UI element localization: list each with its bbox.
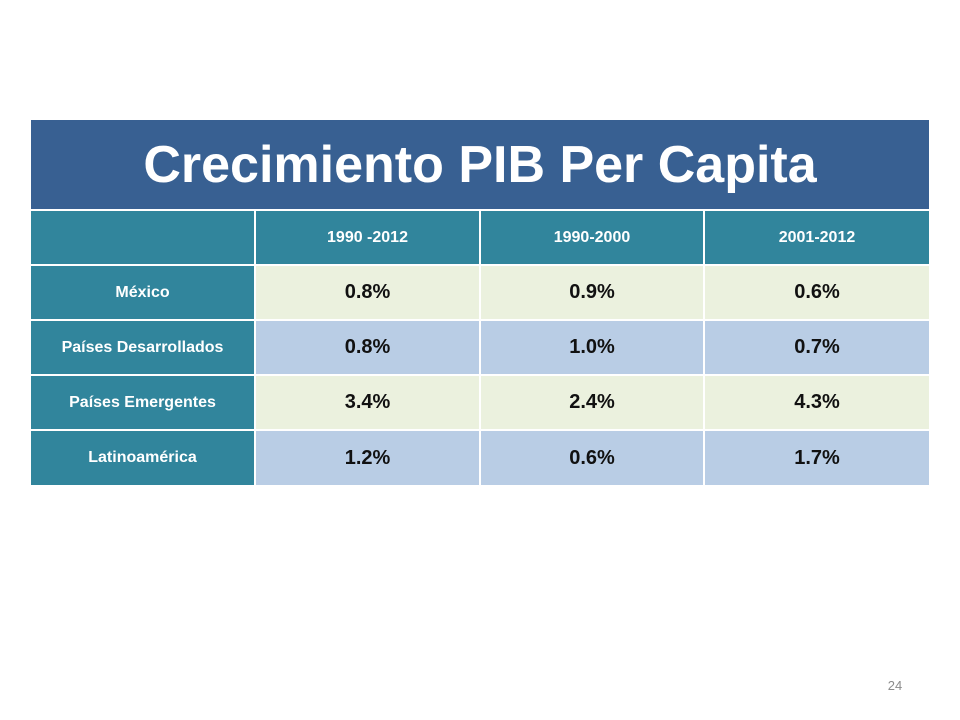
- gdp-growth-table: Crecimiento PIB Per Capita 1990 -2012 19…: [31, 120, 929, 485]
- column-header-2001-2012: 2001-2012: [703, 209, 929, 265]
- page-number: 24: [887, 678, 903, 693]
- value-cell: 0.6%: [479, 429, 704, 485]
- header-corner-cell: [31, 209, 255, 265]
- table-row-mexico: México 0.8% 0.9% 0.6%: [31, 264, 929, 320]
- value-cell: 2.4%: [479, 374, 704, 430]
- value-cell: 0.9%: [479, 264, 704, 320]
- row-label: Países Emergentes: [31, 374, 255, 430]
- column-header-1990-2000: 1990-2000: [479, 209, 704, 265]
- table-title: Crecimiento PIB Per Capita: [31, 120, 929, 210]
- value-cell: 4.3%: [703, 374, 929, 430]
- table-row-latinoamerica: Latinoamérica 1.2% 0.6% 1.7%: [31, 429, 929, 485]
- row-label: Países Desarrollados: [31, 319, 255, 375]
- row-label: Latinoamérica: [31, 429, 255, 485]
- header-row: 1990 -2012 1990-2000 2001-2012: [31, 209, 929, 265]
- value-cell: 1.0%: [479, 319, 704, 375]
- row-label: México: [31, 264, 255, 320]
- table-row-paises-emergentes: Países Emergentes 3.4% 2.4% 4.3%: [31, 374, 929, 430]
- value-cell: 0.8%: [254, 264, 480, 320]
- value-cell: 0.8%: [254, 319, 480, 375]
- column-header-1990-2012: 1990 -2012: [254, 209, 480, 265]
- value-cell: 3.4%: [254, 374, 480, 430]
- value-cell: 0.6%: [703, 264, 929, 320]
- value-cell: 0.7%: [703, 319, 929, 375]
- table-row-paises-desarrollados: Países Desarrollados 0.8% 1.0% 0.7%: [31, 319, 929, 375]
- value-cell: 1.7%: [703, 429, 929, 485]
- value-cell: 1.2%: [254, 429, 480, 485]
- title-row: Crecimiento PIB Per Capita: [31, 120, 929, 210]
